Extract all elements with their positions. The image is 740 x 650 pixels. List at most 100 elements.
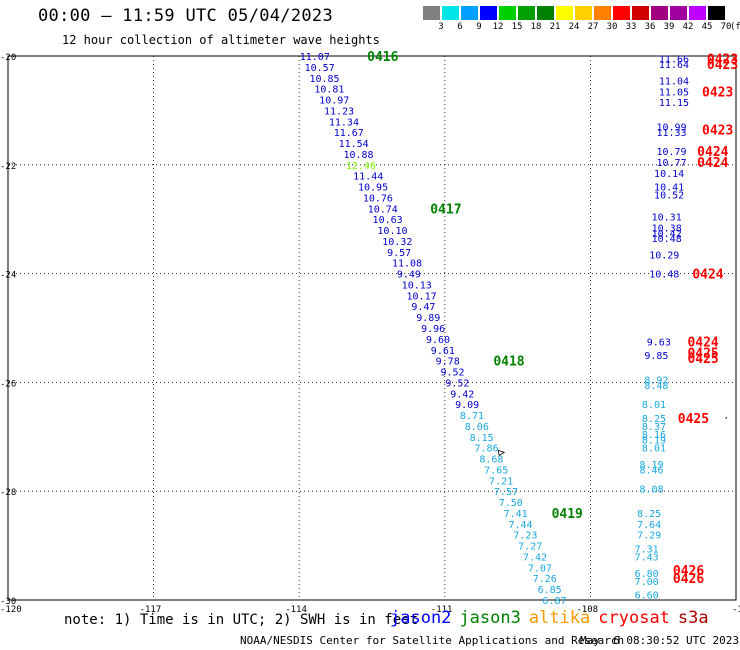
wave-height-point: 9.85 [644, 351, 668, 362]
wave-height-point: 8.16 [642, 430, 666, 441]
color-scale-swatch [689, 6, 706, 20]
wave-height-point: 6.60 [635, 591, 659, 602]
color-scale-label: 12 [492, 22, 504, 32]
y-tick-label: -22 [0, 162, 16, 172]
color-scale-swatch [632, 6, 649, 20]
color-scale-label: 15 [511, 22, 523, 32]
wave-height-point: 10.10 [377, 226, 407, 237]
color-scale-label: 9 [476, 22, 482, 32]
pass-time-label: 0418 [493, 355, 524, 370]
wave-height-point: 12.46 [346, 161, 376, 172]
color-scale-swatch [499, 6, 516, 20]
pass-time-label: 0423 [702, 123, 733, 138]
wave-height-point: 10.52 [654, 191, 684, 202]
wave-height-point: 10.76 [363, 193, 393, 204]
wave-height-point: 10.88 [343, 150, 373, 161]
color-scale-unit: (ft) [730, 22, 740, 32]
wave-height-point: 8.25 [637, 509, 661, 520]
satellite-legend-item: jason3 [459, 608, 521, 628]
wave-height-point: 10.13 [402, 280, 432, 291]
wave-height-point: 6.87 [542, 596, 566, 607]
wave-height-point: 10.29 [649, 251, 679, 262]
wave-height-point: 9.60 [426, 335, 450, 346]
wave-height-point: 10.99 [656, 123, 686, 134]
wave-height-point: 7.50 [499, 498, 523, 509]
color-scale-label: 24 [568, 22, 580, 32]
color-scale-swatch [423, 6, 440, 20]
wave-height-point: 10.31 [652, 212, 682, 223]
pass-time-label: 0424 [697, 145, 728, 160]
wave-height-point: 7.21 [489, 476, 513, 487]
pass-time-label: 0416 [367, 50, 398, 65]
wave-height-point: 9.47 [411, 302, 435, 313]
wave-height-point: 7.26 [533, 574, 557, 585]
wave-height-point: 9.57 [387, 248, 411, 259]
wave-height-point: 11.44 [353, 172, 383, 183]
wave-height-point: 8.06 [465, 422, 489, 433]
wave-height-point: 9.42 [450, 389, 474, 400]
color-scale-label: 42 [682, 22, 694, 32]
wave-height-point: 10.14 [654, 169, 684, 180]
color-scale-label: 45 [701, 22, 713, 32]
color-scale-swatch [556, 6, 573, 20]
wave-height-point: 8.25 [642, 414, 666, 425]
wave-height-point: 7.86 [474, 444, 498, 455]
wave-height-point: 11.33 [656, 128, 686, 139]
wave-height-point: 10.42 [652, 229, 682, 240]
wave-height-point: 9.96 [421, 324, 445, 335]
wave-height-point: 9.52 [445, 378, 469, 389]
wave-height-point: 8.48 [644, 381, 668, 392]
chart-subtitle: 12 hour collection of altimeter wave hei… [62, 33, 380, 47]
satellite-legend-item: jason2 [390, 608, 452, 628]
y-tick-label: -26 [0, 379, 16, 389]
wave-height-point: 10.85 [309, 74, 339, 85]
x-tick-label: -108 [576, 605, 598, 615]
y-tick-label: -30 [0, 597, 16, 607]
wave-height-point: 7.27 [518, 542, 542, 553]
y-tick-label: -28 [0, 488, 16, 498]
satellite-legend-item: s3a [677, 608, 709, 628]
wave-height-point: 9.63 [647, 338, 671, 349]
wave-height-point: 8.08 [639, 484, 663, 495]
color-scale-swatch [594, 6, 611, 20]
color-scale-label: 39 [663, 22, 675, 32]
x-tick-label: -120 [0, 605, 22, 615]
wave-height-point: 11.34 [329, 117, 359, 128]
x-tick-label: -114 [285, 605, 307, 615]
wave-height-point: 8.01 [642, 400, 666, 411]
coast-dot [725, 416, 728, 419]
color-scale-swatch [708, 6, 725, 20]
wave-height-point: 7.29 [637, 531, 661, 542]
wave-height-point: 9.09 [455, 400, 479, 411]
pass-time-label: 0425 [678, 412, 709, 427]
color-scale-label: 36 [644, 22, 656, 32]
color-scale-swatch [461, 6, 478, 20]
wave-height-point: 10.41 [654, 183, 684, 194]
color-scale-swatch [480, 6, 497, 20]
pass-time-label: 0423 [707, 58, 738, 73]
island-outline [497, 449, 506, 457]
satellite-legend-item: cryosat [598, 608, 670, 628]
footer-timestamp: May 6 08:30:52 UTC 2023 [580, 634, 739, 647]
pass-time-label: 0425 [687, 346, 718, 361]
wave-height-point: 7.44 [508, 520, 532, 531]
pass-time-label: 0426 [673, 564, 704, 579]
wave-height-point: 11.05 [659, 87, 689, 98]
wave-height-point: 10.57 [305, 63, 335, 74]
color-scale-swatch [442, 6, 459, 20]
color-scale-label: 33 [625, 22, 637, 32]
wave-height-point: 8.37 [642, 422, 666, 433]
x-tick-label: -10 [732, 605, 740, 615]
wave-height-point: 10.81 [314, 85, 344, 96]
wave-height-point: 8.71 [460, 411, 484, 422]
wave-height-point: 7.43 [635, 552, 659, 563]
wave-height-point: 7.57 [494, 487, 518, 498]
pass-time-label: 0424 [687, 336, 718, 351]
wave-height-point: 7.23 [513, 531, 537, 542]
color-scale-label: 30 [606, 22, 618, 32]
wave-height-point: 10.17 [407, 291, 437, 302]
wave-height-point: 7.64 [637, 520, 661, 531]
color-scale-label: 3 [438, 22, 444, 32]
satellite-legend: jason2 jason3 altika cryosat s3a [390, 608, 717, 628]
